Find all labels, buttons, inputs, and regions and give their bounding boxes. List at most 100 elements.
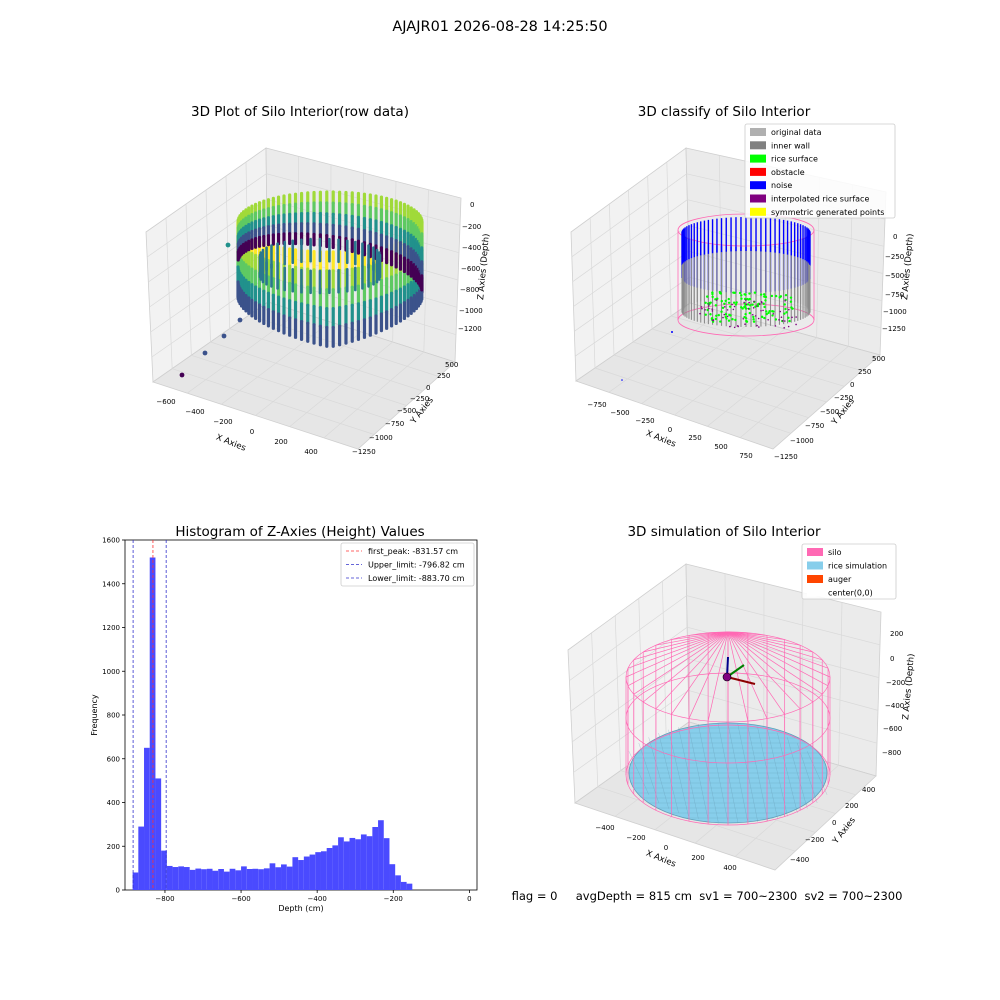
x-ticks: −800 −600 −400 −200 0 — [155, 890, 472, 903]
panel-histogram: Histogram of Z-Axies (Height) Values −80… — [90, 524, 478, 913]
silo-roof-line — [671, 631, 729, 640]
histogram-bar — [326, 848, 333, 890]
grid-line — [724, 573, 727, 733]
x-tick: −400 — [185, 408, 204, 416]
grid-line — [323, 351, 425, 439]
rice-mesh-line — [727, 723, 749, 823]
legend-label: inner wall — [771, 141, 810, 150]
z-tick: −1200 — [458, 325, 482, 333]
x-tick: −250 — [635, 417, 654, 425]
rice-surface-point — [785, 311, 788, 314]
histogram-bar — [155, 778, 162, 890]
rice-surface-point — [738, 291, 742, 295]
z-tick: 0 — [890, 655, 894, 663]
y-tick: −500 — [397, 407, 416, 415]
histogram-bar — [332, 845, 339, 890]
legend-swatch — [750, 194, 766, 203]
x-tick: −600 — [156, 398, 175, 406]
histogram-bar — [132, 872, 139, 890]
rice-surface-point — [743, 305, 746, 309]
classified-points — [621, 217, 811, 381]
x-ticks: −600 −400 −200 0 200 400 — [156, 398, 317, 456]
rice-surface-point — [774, 294, 778, 298]
rice-surface-point — [753, 291, 757, 294]
x-tick: 0 — [664, 844, 668, 852]
y-tick: −200 — [805, 836, 824, 844]
noise-point — [621, 379, 623, 381]
silo-roof-line — [633, 631, 729, 695]
interpolated-point — [747, 307, 750, 310]
grid-line — [571, 658, 689, 743]
rice-surface-point — [720, 299, 723, 303]
y-tick: 500 — [872, 355, 885, 363]
plot-area — [124, 539, 478, 891]
interpolated-point — [752, 307, 755, 309]
silo-roof-line — [655, 631, 729, 710]
histogram-bar — [372, 827, 379, 890]
legend-label: obstacle — [771, 168, 805, 177]
x-axis-label: Depth (cm) — [278, 904, 323, 913]
rice-surface-point — [720, 310, 723, 313]
histogram-bar — [378, 820, 384, 890]
silo-roof-line — [633, 631, 729, 661]
interpolated-point — [708, 307, 710, 310]
silo-roof-line — [688, 631, 729, 719]
legend-swatch — [750, 141, 766, 150]
interpolated-point — [722, 316, 724, 319]
status-line: flag = 0 avgDepth = 815 cm sv1 = 700~230… — [512, 889, 903, 903]
legend-swatch — [807, 575, 823, 583]
interpolated-point — [733, 326, 736, 329]
interpolated-point — [758, 326, 760, 328]
interpolated-point — [778, 319, 780, 321]
interpolated-point — [762, 309, 764, 312]
interpolated-point — [791, 316, 793, 319]
histogram-bar — [343, 841, 350, 890]
y-tick: −1250 — [774, 453, 798, 461]
histogram-bar — [201, 869, 207, 890]
rice-surface-point — [749, 304, 752, 307]
rice-mesh-line — [757, 727, 778, 819]
legend: first_peak: -831.57 cm Upper_limit: -796.… — [340, 542, 475, 587]
interpolated-point — [783, 327, 785, 329]
rice-surface-point — [790, 306, 793, 309]
interpolated-point — [753, 300, 755, 303]
interpolated-point — [723, 313, 726, 316]
histogram-bar — [383, 838, 390, 890]
rice-surface-point — [787, 316, 790, 320]
y-tick: −1000 — [369, 434, 393, 442]
y-tick: 1200 — [102, 624, 120, 632]
y-tick: 1400 — [102, 580, 120, 588]
interpolated-point — [707, 303, 710, 305]
x-ticks: −400 −200 0 200 400 — [595, 824, 736, 872]
grid-line — [574, 276, 690, 357]
rice-surface-point — [735, 301, 738, 304]
interpolated-point — [784, 300, 786, 302]
x-tick: −800 — [155, 895, 174, 903]
x-axis-label: X Axies — [644, 429, 677, 450]
silo-roof-line — [727, 631, 829, 669]
z-tick: 200 — [890, 630, 903, 638]
interpolated-point — [795, 323, 797, 326]
rice-surface-point — [719, 320, 722, 323]
histogram-bar — [223, 871, 230, 890]
y-tick: 250 — [858, 368, 871, 376]
rice-surface-point — [704, 313, 707, 316]
y-tick: 400 — [107, 799, 120, 807]
interpolated-point — [701, 307, 703, 310]
histogram-bar — [189, 869, 196, 890]
rice-surface-point — [760, 315, 764, 319]
y-ticks: 0 200 400 600 800 1000 1200 1400 1600 — [102, 537, 125, 895]
rice-surface-point — [723, 302, 726, 306]
rice-surface-point — [728, 313, 731, 317]
interpolated-point — [788, 308, 790, 311]
grid-line — [686, 595, 881, 646]
interpolated-point — [781, 320, 784, 322]
y-tick: 1000 — [102, 668, 120, 676]
interpolated-point — [784, 320, 786, 322]
rice-surface-point — [752, 317, 755, 321]
rice-surface-point — [709, 313, 712, 316]
rice-surface-point — [727, 301, 731, 304]
legend: silo rice simulation auger center(0,0) — [801, 543, 897, 600]
raw-points — [179, 190, 424, 378]
y-tick: −400 — [790, 856, 809, 864]
